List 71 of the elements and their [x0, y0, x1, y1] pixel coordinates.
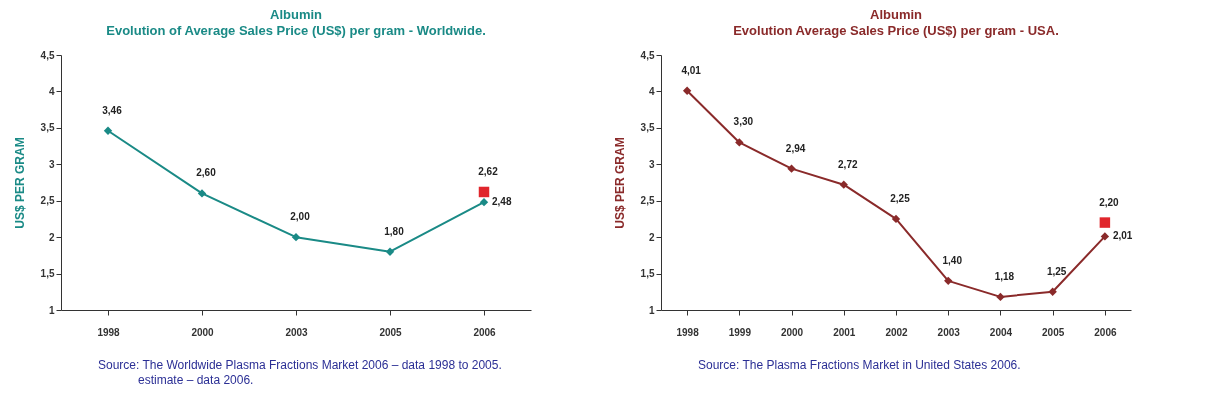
data-label: 2,01 [1112, 230, 1133, 242]
y-tick-label: 4 [648, 85, 655, 97]
data-label: 4,01 [681, 64, 702, 76]
x-tick-label: 2006 [473, 326, 497, 338]
text: estimate – data 2006. [138, 373, 255, 388]
point [385, 247, 395, 256]
y-tick-label: 3 [48, 158, 55, 170]
y-tick-label: 1 [648, 304, 655, 316]
point [891, 214, 901, 224]
y-axis-title: US$ PER GRAM [12, 137, 27, 229]
y-tick-label: 2,5 [40, 195, 55, 207]
data-label: 1,80 [384, 225, 405, 237]
x-tick-label: 2005 [1042, 326, 1065, 338]
data-label: 2,62 [478, 165, 499, 177]
y-axis-title: US$ PER GRAM [612, 137, 627, 229]
x-tick-label: 2000 [780, 326, 804, 338]
point [944, 276, 953, 286]
y-tick-label: 1 [48, 304, 55, 316]
point [1100, 232, 1110, 241]
x-tick-label: 2003 [285, 326, 309, 338]
y-tick-label: 3 [648, 158, 655, 170]
source-note: Source: The Worldwide Plasma Fractions Market 2006 – data 1998 to 2005. [98, 358, 503, 373]
x-tick-label: 2005 [379, 326, 403, 338]
x-tick-label: 1998 [97, 326, 121, 338]
data-label: 2,60 [196, 167, 217, 179]
data-label: 2,72 [838, 158, 858, 170]
x-tick-label: 2001 [833, 326, 856, 338]
point [1048, 287, 1057, 296]
y-tick-label: 2 [48, 231, 55, 243]
point [1099, 217, 1111, 228]
data-label: 3,30 [733, 116, 754, 128]
point [479, 197, 489, 207]
data-label: 1,25 [1046, 265, 1067, 277]
source-note: Source: The Plasma Fractions Market in United States 2006. [698, 358, 1022, 373]
y-tick-label: 4,5 [40, 49, 55, 61]
y-tick-label: 4 [48, 85, 55, 97]
data-label: 3,46 [102, 104, 123, 116]
y-tick-label: 2,5 [640, 195, 655, 207]
data-label: 2,20 [1099, 196, 1120, 208]
y-tick-label: 1,5 [640, 268, 655, 280]
point [735, 138, 744, 147]
point [103, 126, 113, 135]
chart-title: Albumin [870, 7, 923, 22]
y-tick-label: 4,5 [640, 49, 655, 61]
point [291, 232, 301, 242]
point [682, 86, 692, 95]
point [787, 164, 796, 173]
x-tick-label: 1998 [676, 326, 700, 338]
x-tick-label: 2004 [989, 326, 1013, 338]
y-tick-label: 2 [648, 231, 655, 243]
data-label: 1,40 [942, 254, 963, 266]
point [197, 189, 207, 198]
y-tick-label: 1,5 [40, 268, 55, 280]
x-tick-label: 2006 [1094, 326, 1117, 338]
x-tick-label: 2002 [885, 326, 909, 338]
chart-subtitle: Evolution of Average Sales Price (US$) per gram - Worldwide. [106, 23, 486, 38]
chart-title: Albumin [270, 7, 323, 22]
chart-subtitle: Evolution Average Sales Price (US$) per gram - USA. [733, 23, 1059, 38]
data-label: 2,94 [785, 142, 806, 154]
data-label: 2,25 [890, 192, 911, 204]
point [839, 180, 848, 189]
x-tick-label: 1999 [728, 326, 752, 338]
x-tick-label: 2003 [937, 326, 961, 338]
data-label: 2,00 [290, 211, 311, 223]
x-tick-label: 2000 [191, 326, 215, 338]
point [996, 292, 1005, 302]
data-label: 1,18 [994, 270, 1015, 282]
y-tick-label: 3,5 [40, 122, 55, 134]
point [478, 186, 490, 198]
y-tick-label: 3,5 [640, 122, 655, 134]
data-label: 2,48 [492, 196, 512, 208]
